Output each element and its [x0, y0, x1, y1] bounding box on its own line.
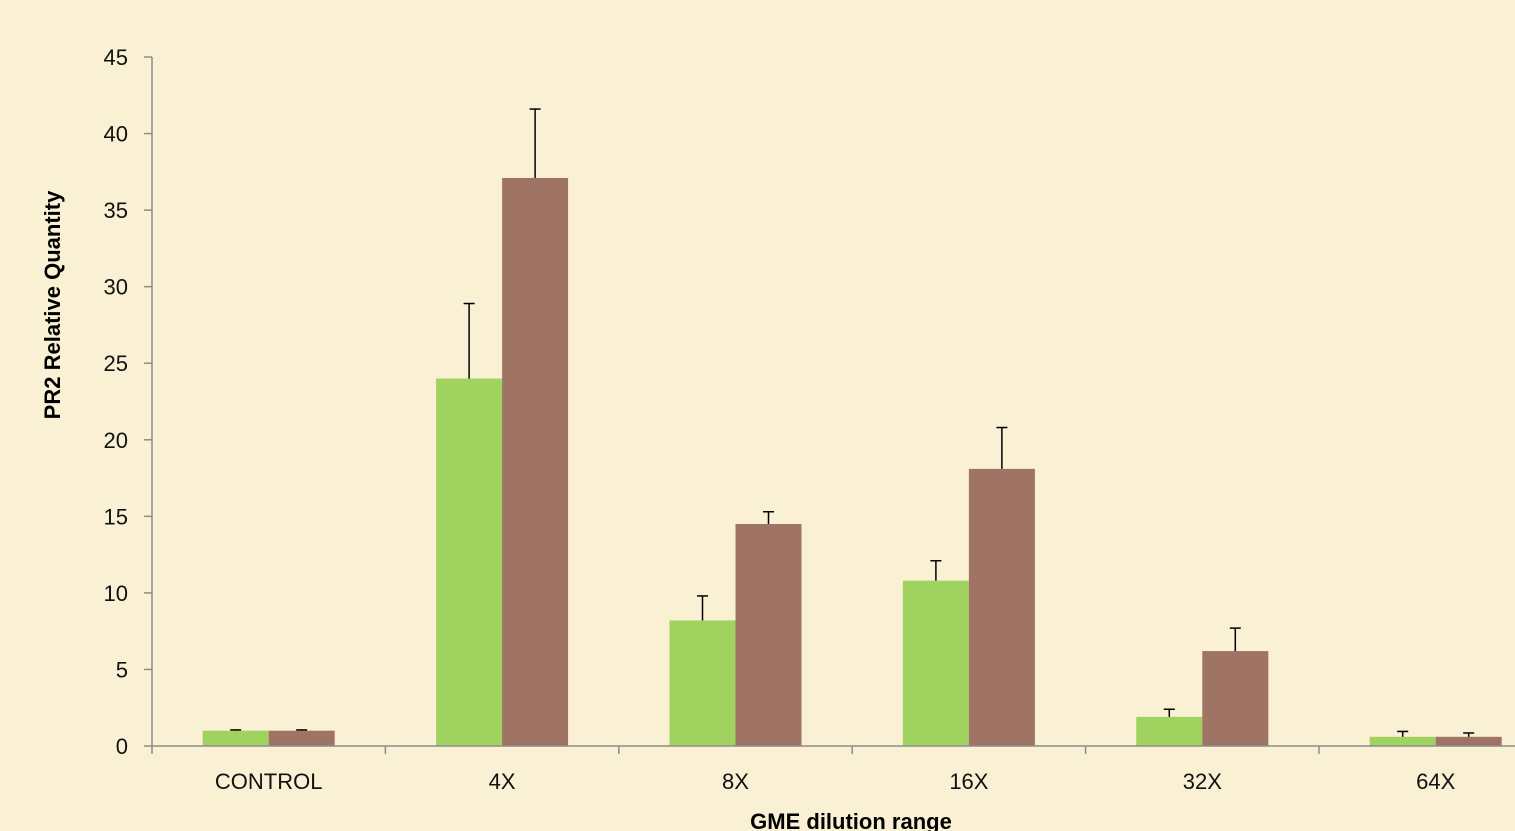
bar-series-2	[268, 730, 335, 746]
y-tick-label: 0	[116, 734, 128, 759]
y-ticks-layer: 0 5 10 15 20 25 30 35 40 45	[104, 45, 152, 759]
y-tick-label: 35	[104, 198, 128, 223]
axes-layer	[151, 57, 1515, 747]
bar-series-1	[1369, 736, 1436, 746]
x-axis-title: GME dilution range	[750, 809, 952, 831]
x-ticks-layer: CONTROL 4X 8X 16X 32X 64X	[151, 746, 1456, 794]
x-tick-label: 64X	[1416, 769, 1455, 794]
bar-series-1	[1136, 716, 1203, 746]
y-axis-title: PR2 Relative Quantity	[40, 190, 65, 419]
y-tick-label: 10	[104, 581, 128, 606]
x-tick-label: 16X	[949, 769, 988, 794]
bar-series-1	[436, 378, 503, 746]
bar-series-2	[968, 468, 1035, 746]
bar-series-2	[735, 523, 802, 746]
bar-series-1	[902, 580, 969, 746]
y-tick-label: 15	[104, 504, 128, 529]
y-tick-label: 5	[116, 657, 128, 682]
bars-layer	[202, 177, 1502, 747]
bar-series-2	[502, 177, 569, 747]
bar-series-1	[202, 730, 269, 746]
y-tick-label: 30	[104, 275, 128, 300]
y-tick-label: 20	[104, 428, 128, 453]
y-tick-label: 25	[104, 351, 128, 376]
x-tick-label: 32X	[1183, 769, 1222, 794]
error-bars-layer	[230, 108, 1475, 737]
x-tick-label: 8X	[722, 769, 749, 794]
bar-series-2	[1435, 736, 1502, 746]
y-tick-label: 40	[104, 122, 128, 147]
x-tick-label: 4X	[489, 769, 516, 794]
bar-series-2	[1202, 651, 1269, 746]
bar-series-1	[669, 620, 736, 746]
y-tick-label: 45	[104, 45, 128, 70]
x-tick-label: CONTROL	[215, 769, 323, 794]
